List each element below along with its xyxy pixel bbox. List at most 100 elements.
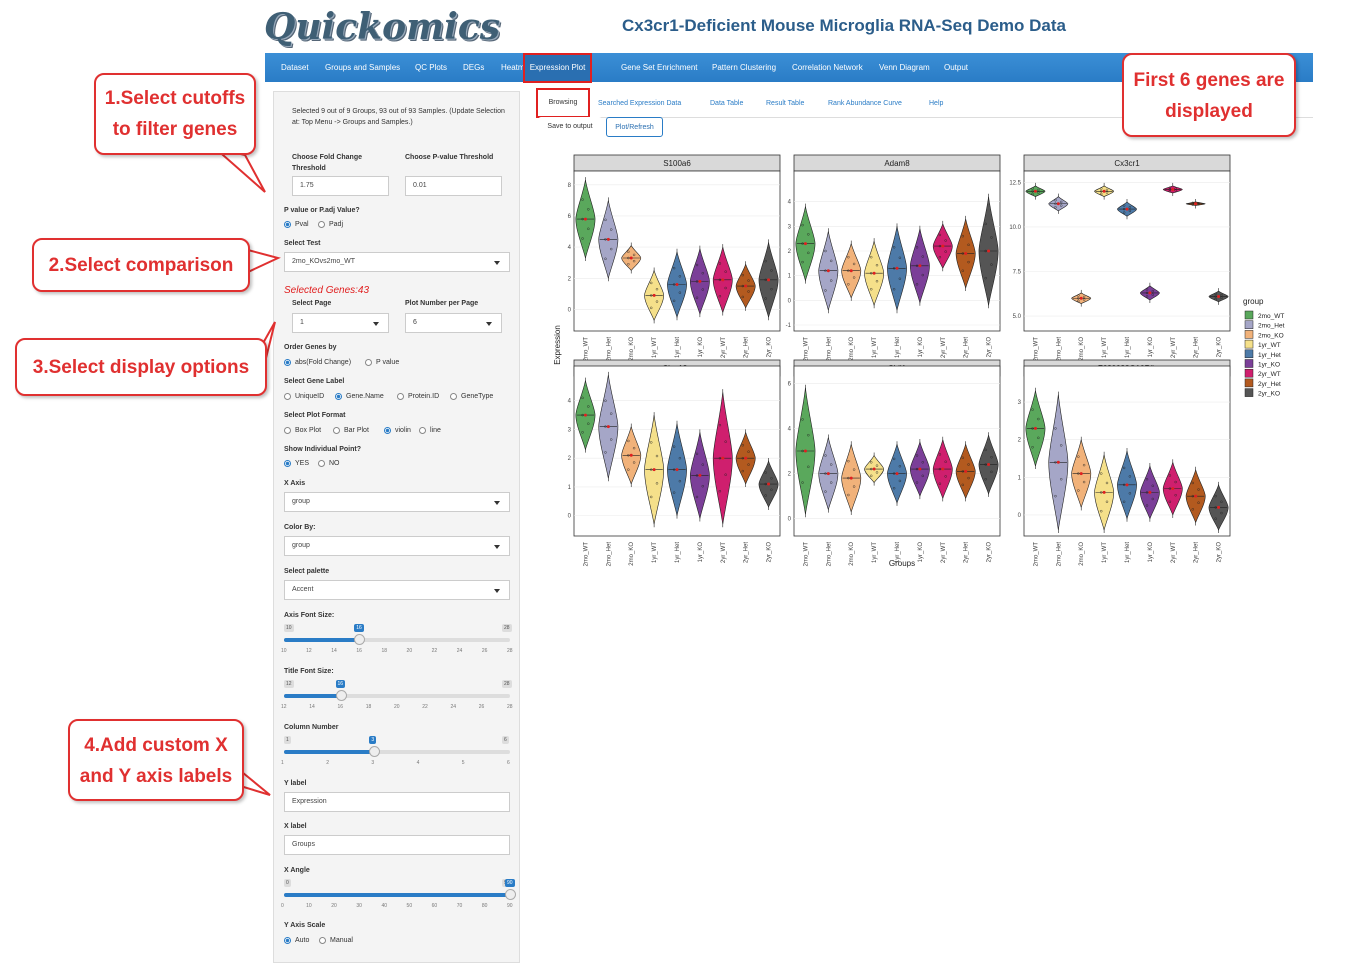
title-font-slider-tick-label: 14: [309, 704, 315, 710]
legend-label: 2mo_Het: [1258, 323, 1285, 330]
data-point: [961, 470, 964, 473]
nav-gene-set-enrichment[interactable]: Gene Set Enrichment: [621, 63, 698, 72]
column-number-slider-tick-label: 1: [281, 760, 284, 766]
gene-label-radio-1[interactable]: [335, 393, 342, 400]
data-point: [1031, 187, 1034, 190]
data-point: [921, 461, 924, 464]
data-point: [718, 423, 722, 427]
column-number-slider-handle[interactable]: [369, 746, 381, 757]
nav-degs[interactable]: DEGs: [463, 63, 485, 72]
mean-point: [849, 269, 853, 273]
data-point: [1174, 494, 1177, 497]
x-tick-label: 1yr_Het: [895, 337, 901, 358]
palette-dropdown[interactable]: Accent: [284, 580, 510, 600]
data-point: [610, 412, 613, 415]
gene-label-option-label: Protein.ID: [408, 393, 440, 400]
plot-number-dropdown[interactable]: 6: [405, 313, 502, 333]
data-point: [610, 438, 613, 441]
nav-qc-plots[interactable]: QC Plots: [415, 63, 448, 72]
pvalue-input[interactable]: 0.01: [405, 176, 502, 196]
data-point: [1168, 190, 1172, 193]
data-point: [1168, 500, 1172, 503]
data-point: [870, 288, 873, 291]
nav-dataset[interactable]: Dataset: [281, 63, 309, 72]
data-point: [1105, 481, 1109, 485]
gene-label-radio-0[interactable]: [284, 393, 291, 400]
tab-searched-expression-data[interactable]: Searched Expression Data: [598, 100, 682, 107]
data-point: [724, 473, 727, 476]
x-angle-slider-handle[interactable]: [505, 889, 516, 900]
color-by-dropdown[interactable]: group: [284, 536, 510, 556]
tab-rank-abundance-curve[interactable]: Rank Abundance Curve: [828, 100, 902, 107]
data-point: [1197, 202, 1200, 205]
pval-radio[interactable]: [284, 221, 291, 228]
axis-font-slider-track[interactable]: [284, 638, 510, 642]
select-test-dropdown[interactable]: 2mo_KOvs2mo_WT: [284, 252, 510, 272]
plot-format-radio-2[interactable]: [384, 427, 391, 434]
data-point: [695, 474, 699, 477]
save-to-output-button[interactable]: Save to output: [538, 117, 602, 137]
data-point: [1191, 494, 1194, 498]
data-point: [1145, 295, 1149, 298]
tab-browsing[interactable]: Browsing: [536, 88, 590, 118]
nav-expression-plot[interactable]: Expression Plot: [523, 53, 592, 83]
y-tick-label: 3: [568, 427, 572, 433]
nav-venn-diagram[interactable]: Venn Diagram: [879, 63, 930, 72]
data-point: [1037, 191, 1040, 194]
y-tick-label: 0: [1018, 513, 1022, 519]
title-font-slider-tick-label: 20: [394, 704, 400, 710]
nav-correlation-network[interactable]: Correlation Network: [792, 63, 863, 72]
nav-pattern-clustering[interactable]: Pattern Clustering: [712, 63, 777, 72]
data-point: [1145, 491, 1149, 494]
callout-2-line1: 2.Select comparison: [48, 255, 234, 276]
mean-point: [1171, 187, 1175, 191]
x-axis-dropdown[interactable]: group: [284, 492, 510, 512]
title-font-slider-handle[interactable]: [335, 690, 347, 701]
mean-point: [1125, 483, 1129, 487]
fold-change-input[interactable]: 1.75: [292, 176, 389, 196]
gene-label-radio-2[interactable]: [397, 393, 404, 400]
y-label-input[interactable]: Expression: [284, 792, 510, 812]
title-font-label: Title Font Size:: [284, 668, 334, 675]
yscale-auto-radio[interactable]: [284, 937, 291, 944]
nav-output[interactable]: Output: [944, 63, 969, 72]
data-point: [764, 297, 767, 300]
order-pvalue-label: P value: [376, 359, 400, 366]
data-point: [824, 472, 827, 475]
select-page-dropdown[interactable]: 1: [292, 313, 389, 333]
plot-format-radio-3[interactable]: [419, 427, 426, 434]
points-yes-radio[interactable]: [284, 460, 291, 467]
column-number-slider-track[interactable]: [284, 750, 510, 754]
tab-data-table[interactable]: Data Table: [710, 100, 744, 107]
nav-heatmap[interactable]: Heatmap: [501, 63, 534, 72]
axis-font-slider-handle[interactable]: [354, 634, 366, 645]
gene-label-radio-3[interactable]: [450, 393, 457, 400]
column-number-slider-tick-label: 6: [507, 760, 510, 766]
data-point: [967, 463, 970, 466]
nav-groups-and-samples[interactable]: Groups and Samples: [325, 63, 401, 72]
y-axis-label: Expression: [553, 325, 562, 365]
padj-radio[interactable]: [318, 221, 325, 228]
mean-point: [698, 279, 702, 283]
order-pvalue-radio[interactable]: [365, 359, 372, 366]
x-tick-label: 1yr_KO: [918, 337, 924, 358]
tab-result-table[interactable]: Result Table: [766, 100, 805, 107]
plot-format-radio-1[interactable]: [333, 427, 340, 434]
title-font-slider-track[interactable]: [284, 694, 510, 698]
tab-help[interactable]: Help: [929, 100, 944, 107]
plot-refresh-button[interactable]: Plot/Refresh: [606, 117, 663, 137]
legend-label: 1yr_WT: [1258, 342, 1281, 349]
plot-format-radio-0[interactable]: [284, 427, 291, 434]
data-point: [581, 237, 584, 240]
data-point: [1037, 436, 1040, 440]
x-label-input[interactable]: Groups: [284, 835, 510, 855]
order-fc-radio[interactable]: [284, 359, 291, 366]
data-point: [1060, 200, 1063, 204]
legend-label: 2yr_KO: [1258, 391, 1280, 398]
data-point: [1100, 491, 1103, 494]
data-point: [1168, 474, 1172, 477]
yscale-manual-radio[interactable]: [319, 937, 326, 944]
points-no-radio[interactable]: [318, 460, 325, 467]
data-point: [764, 482, 767, 486]
x-tick-label: 2yr_KO: [767, 337, 773, 358]
